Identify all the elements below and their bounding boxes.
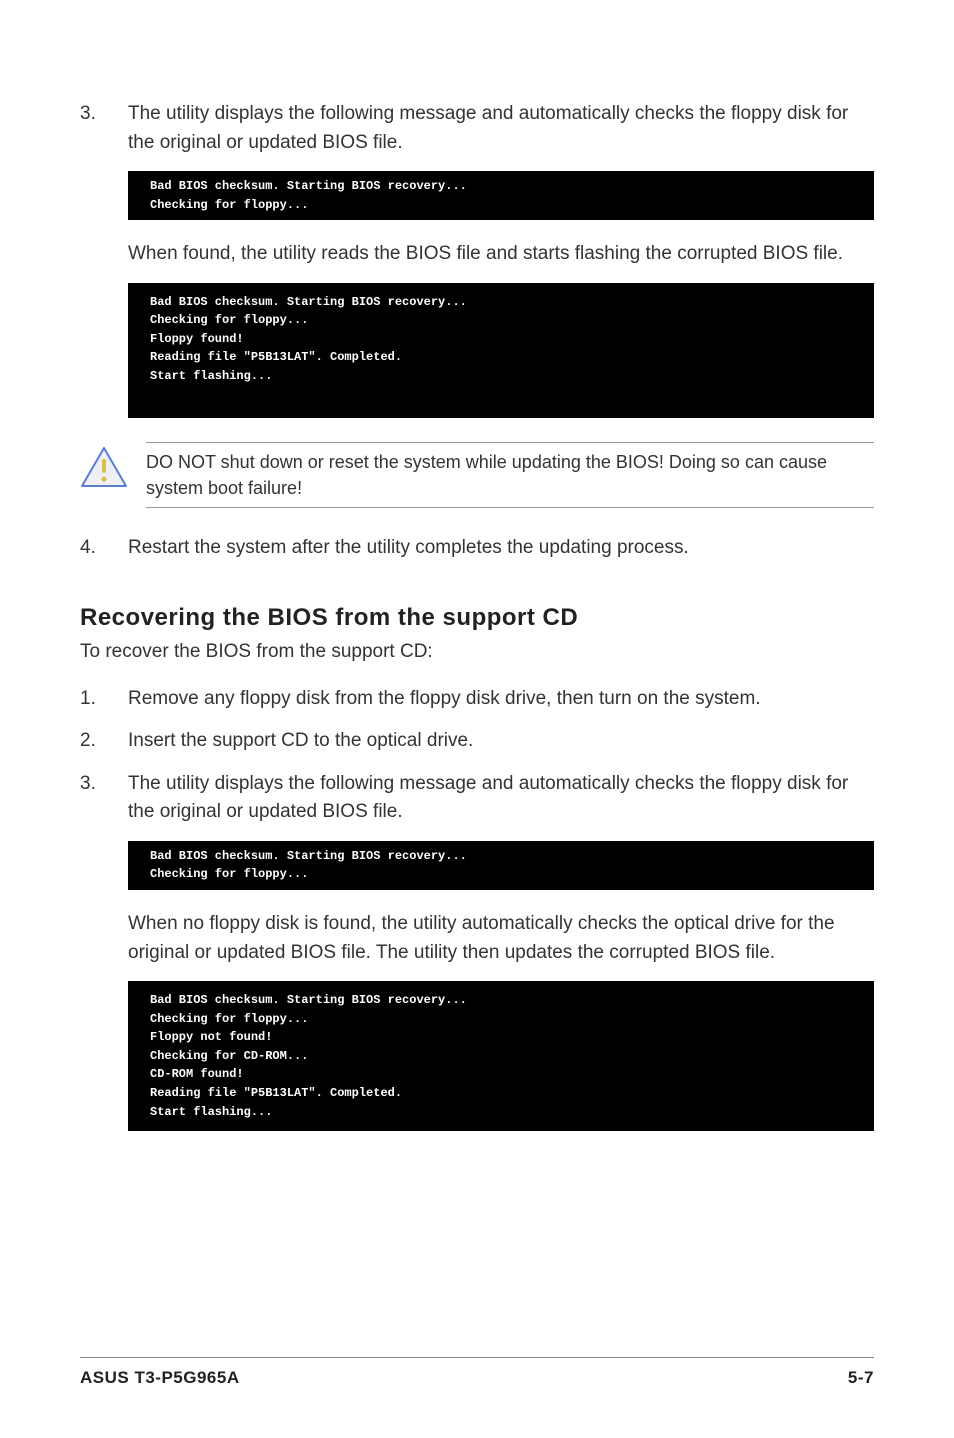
step-text: The utility displays the following messa… xyxy=(128,770,874,827)
warning-icon xyxy=(80,446,128,488)
step-text: The utility displays the following messa… xyxy=(128,100,874,157)
step-text: Remove any floppy disk from the floppy d… xyxy=(128,685,874,714)
step-item: 4. Restart the system after the utility … xyxy=(80,534,874,563)
warning-text: DO NOT shut down or reset the system whi… xyxy=(146,442,874,508)
paragraph: When found, the utility reads the BIOS f… xyxy=(128,240,874,269)
footer-page-number: 5-7 xyxy=(848,1368,874,1388)
terminal-output: Bad BIOS checksum. Starting BIOS recover… xyxy=(128,981,874,1131)
step-item: 3. The utility displays the following me… xyxy=(80,770,874,827)
step-item: 2. Insert the support CD to the optical … xyxy=(80,727,874,756)
section-subhead: To recover the BIOS from the support CD: xyxy=(80,638,874,667)
step-text: Restart the system after the utility com… xyxy=(128,534,874,563)
step-item: 3. The utility displays the following me… xyxy=(80,100,874,157)
section-heading: Recovering the BIOS from the support CD xyxy=(80,604,874,632)
paragraph: When no floppy disk is found, the utilit… xyxy=(128,910,874,967)
step-number: 3. xyxy=(80,100,128,157)
warning-notice: DO NOT shut down or reset the system whi… xyxy=(80,442,874,508)
step-item: 1. Remove any floppy disk from the flopp… xyxy=(80,685,874,714)
page-footer: ASUS T3-P5G965A 5-7 xyxy=(80,1357,874,1388)
terminal-output: Bad BIOS checksum. Starting BIOS recover… xyxy=(128,171,874,220)
step-number: 3. xyxy=(80,770,128,827)
step-number: 2. xyxy=(80,727,128,756)
footer-product: ASUS T3-P5G965A xyxy=(80,1368,240,1388)
step-number: 1. xyxy=(80,685,128,714)
terminal-output: Bad BIOS checksum. Starting BIOS recover… xyxy=(128,841,874,890)
terminal-output: Bad BIOS checksum. Starting BIOS recover… xyxy=(128,283,874,418)
step-text: Insert the support CD to the optical dri… xyxy=(128,727,874,756)
step-number: 4. xyxy=(80,534,128,563)
